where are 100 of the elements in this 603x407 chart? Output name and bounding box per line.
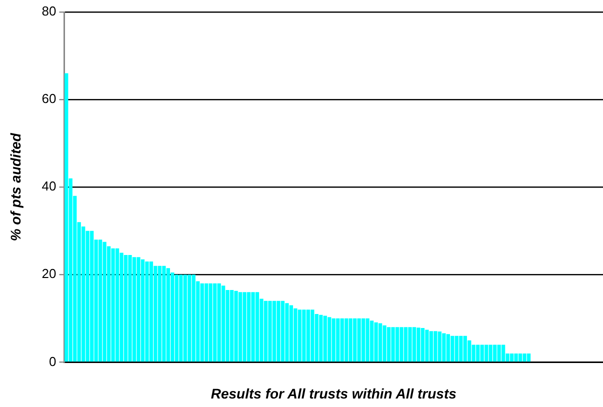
y-tick-label: 80 [42, 4, 56, 19]
bar [353, 318, 357, 362]
bar [484, 344, 488, 362]
bar [302, 310, 306, 362]
y-tick-label: 0 [49, 354, 56, 369]
bar [268, 300, 272, 362]
bar [328, 317, 332, 362]
bar [162, 266, 166, 362]
bar [319, 314, 323, 362]
bar [463, 336, 467, 362]
bar [272, 300, 276, 362]
bar [145, 262, 149, 362]
y-axis-title: % of pts audited [7, 132, 24, 242]
bar [294, 308, 298, 362]
bar [395, 327, 400, 362]
bar [454, 336, 458, 362]
bar [459, 336, 463, 362]
bar [208, 283, 212, 362]
bar [120, 252, 124, 362]
bar [526, 353, 531, 362]
bar [111, 248, 115, 362]
bar [412, 327, 416, 362]
bar [366, 318, 370, 362]
bar [200, 283, 204, 362]
bar [493, 344, 497, 362]
bar [434, 331, 438, 362]
bar [488, 344, 492, 362]
bar [246, 292, 251, 362]
bar [251, 292, 255, 362]
bar [514, 353, 518, 362]
bar [226, 290, 230, 362]
bar [522, 353, 526, 362]
bar [90, 230, 94, 362]
bar [298, 310, 302, 362]
bar [102, 242, 106, 362]
bar [166, 268, 170, 362]
bar [183, 274, 187, 362]
bar [442, 333, 446, 362]
bar [446, 334, 450, 362]
bar [255, 292, 260, 362]
bar [306, 310, 310, 362]
bar [416, 328, 420, 362]
bar [285, 303, 289, 362]
bar [408, 327, 412, 362]
bar [115, 248, 120, 362]
bar [264, 300, 268, 362]
bar [344, 318, 348, 362]
bar [124, 254, 128, 362]
bar [357, 318, 361, 362]
bar [425, 330, 429, 362]
bar [348, 318, 352, 362]
bar [391, 327, 395, 362]
bar [149, 262, 154, 362]
bar [332, 318, 336, 362]
bar [501, 344, 506, 362]
bar [404, 327, 408, 362]
bar [310, 310, 314, 362]
bar [276, 300, 280, 362]
bar [86, 230, 90, 362]
bar [217, 283, 221, 362]
y-tick-label: 20 [42, 266, 56, 282]
bar [340, 318, 344, 362]
bar [280, 300, 285, 362]
bar [510, 353, 514, 362]
bar [188, 274, 192, 362]
bar [362, 318, 366, 362]
bar [64, 73, 68, 362]
bar [438, 332, 442, 362]
bar [420, 328, 425, 362]
bar [132, 257, 136, 362]
bar [213, 283, 217, 362]
bar [106, 246, 111, 362]
bar [170, 272, 174, 362]
bar [476, 344, 480, 362]
bar [140, 259, 145, 362]
bar [429, 331, 434, 362]
bar [336, 318, 340, 362]
bar [179, 274, 183, 362]
bar [154, 266, 158, 362]
bar [386, 327, 391, 362]
bar [382, 325, 386, 362]
bar [158, 266, 162, 362]
bar [400, 327, 404, 362]
x-axis-title: Results for All trusts within All trusts [210, 385, 457, 402]
bar [468, 340, 472, 362]
bar [518, 353, 522, 362]
bar [480, 344, 484, 362]
y-tick-label: 40 [42, 178, 56, 194]
bar [174, 274, 178, 362]
bar [234, 290, 238, 362]
y-tick-label: 60 [42, 91, 56, 106]
bar [204, 283, 208, 362]
bar [323, 316, 327, 362]
bar [370, 320, 374, 362]
bar [98, 240, 102, 362]
bar [374, 322, 378, 362]
bar [378, 323, 382, 362]
bar [128, 254, 132, 362]
bar [472, 344, 476, 362]
bar [136, 257, 140, 362]
